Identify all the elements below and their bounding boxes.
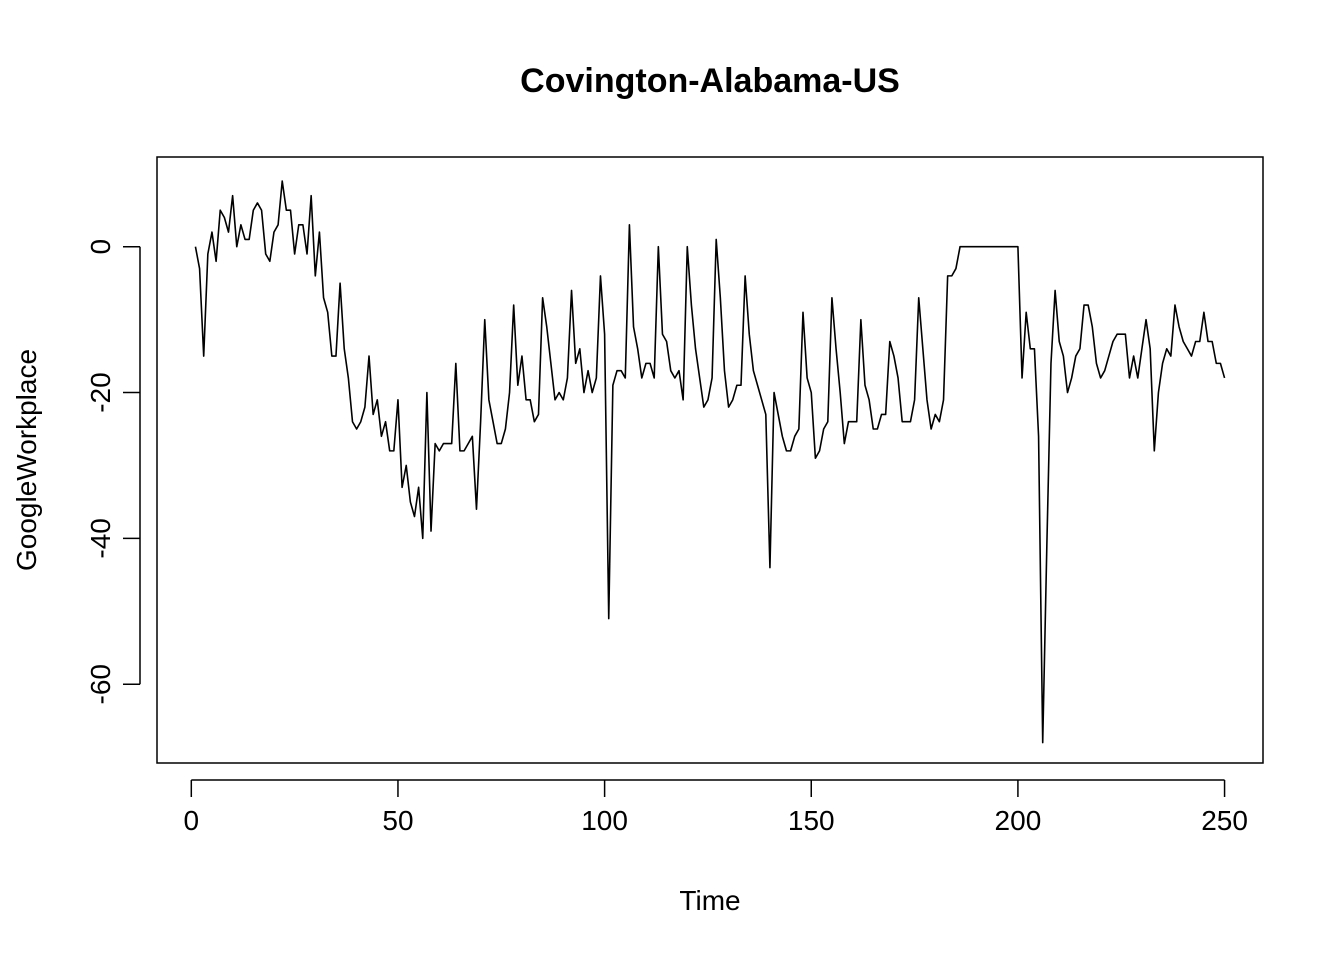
x-tick-label: 150 (788, 805, 835, 836)
x-tick-label: 200 (995, 805, 1042, 836)
y-axis-label: GoogleWorkplace (11, 349, 42, 571)
series-line (194, 180, 1226, 744)
y-axis: -60 -40 -20 0 (85, 239, 141, 704)
x-axis: 0 50 100 150 200 250 (184, 779, 1248, 836)
y-tick-label: -20 (85, 372, 116, 412)
chart-title: Covington-Alabama-US (520, 62, 900, 100)
y-tick-label: -40 (85, 518, 116, 558)
x-tick-label: 50 (382, 805, 413, 836)
x-axis-label: Time (679, 885, 740, 916)
x-tick-label: 0 (184, 805, 200, 836)
x-tick-label: 250 (1201, 805, 1248, 836)
y-tick-label: -60 (85, 664, 116, 704)
plot-frame (156, 156, 1264, 764)
x-tick-label: 100 (581, 805, 628, 836)
y-tick-label: 0 (85, 239, 116, 255)
